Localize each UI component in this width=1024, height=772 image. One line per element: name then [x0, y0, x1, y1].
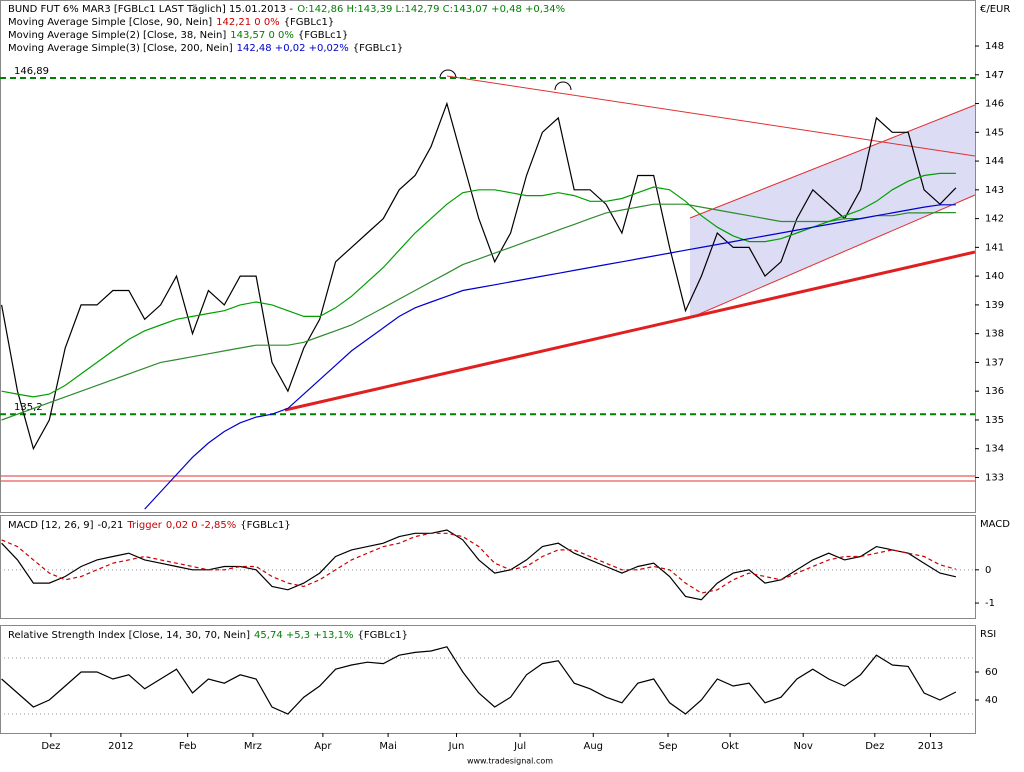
- legend-entry: MACD [12, 26, 9] -0,21 Trigger 0,02 0 -2,85…: [8, 520, 291, 531]
- legend-suffix: {FGBLc1}: [298, 30, 349, 41]
- y-tick-label: 145: [985, 127, 1004, 138]
- y-tick-label: 0: [985, 565, 991, 576]
- arc: [554, 81, 572, 91]
- x-tick-label: Apr: [314, 741, 332, 752]
- panel-frame: [0, 0, 976, 513]
- legend-value: -0,21: [97, 520, 123, 531]
- level-label: 146,89: [14, 66, 49, 77]
- x-tick-label: Sep: [659, 741, 678, 752]
- x-tick-label: Okt: [721, 741, 739, 752]
- y-tick-label: 141: [985, 242, 1004, 253]
- y-tick-label: 138: [985, 329, 1004, 340]
- legend-value: O:142,86 H:143,39 L:142,79 C:143,07 +0,4…: [297, 4, 565, 15]
- legend-name: Moving Average Simple [Close, 90, Nein]: [8, 17, 212, 28]
- series-line: [1, 646, 957, 715]
- x-tick-label: Jul: [513, 741, 526, 752]
- series-line: [1, 529, 957, 601]
- y-tick-label: 142: [985, 214, 1004, 225]
- legend-name: Relative Strength Index [Close, 14, 30, …: [8, 630, 250, 641]
- channel: [690, 105, 975, 318]
- y-tick-label: 144: [985, 156, 1004, 167]
- axis-title: RSI: [980, 629, 996, 640]
- legend-value: 142,48 +0,02 +0,02%: [237, 43, 349, 54]
- legend-entry: Moving Average Simple [Close, 90, Nein] 1…: [8, 17, 334, 28]
- x-tick-label: Mrz: [244, 741, 262, 752]
- series-line: [1, 532, 957, 594]
- x-tick-label: Jun: [448, 741, 465, 752]
- y-tick-label: 139: [985, 300, 1004, 311]
- legend-entry: Moving Average Simple(2) [Close, 38, Nei…: [8, 30, 348, 41]
- y-tick-label: 143: [985, 185, 1004, 196]
- y-tick-label: 136: [985, 386, 1004, 397]
- legend-name: BUND FUT 6% MAR3 [FGBLc1 LAST Täglich] 1…: [8, 4, 293, 15]
- y-tick-label: 60: [985, 667, 998, 678]
- legend-value: 142,21 0 0%: [216, 17, 280, 28]
- legend-entry: BUND FUT 6% MAR3 [FGBLc1 LAST Täglich] 1…: [8, 4, 565, 15]
- channel-upper: [689, 104, 976, 219]
- annotations: [0, 69, 976, 482]
- legend-name: Moving Average Simple(2) [Close, 38, Nei…: [8, 30, 226, 41]
- y-tick-label: 148: [985, 41, 1004, 52]
- level-label: 135,2: [14, 402, 43, 413]
- series-line: [1, 203, 956, 421]
- y-tick-label: 137: [985, 357, 1004, 368]
- legend-suffix: {FGBLc1}: [240, 520, 291, 531]
- x-tick-label: Feb: [179, 741, 197, 752]
- y-tick-label: 147: [985, 70, 1004, 81]
- y-tick-label: 140: [985, 271, 1004, 282]
- legend-name: Trigger: [126, 520, 162, 531]
- panel-frame: [0, 515, 976, 619]
- x-tick-label: 2012: [108, 741, 133, 752]
- y-tick-label: 40: [985, 695, 998, 706]
- arc: [439, 69, 457, 79]
- x-tick-label: Dez: [865, 741, 884, 752]
- trendline-upper: [446, 75, 976, 157]
- x-tick-label: Nov: [793, 741, 813, 752]
- series-line: [1, 172, 956, 398]
- y-tick-label: 133: [985, 472, 1004, 483]
- x-tick-label: Mai: [379, 741, 397, 752]
- axis-title: MACD: [980, 519, 1010, 530]
- legend-value: 143,57 0 0%: [230, 30, 294, 41]
- legend-value: 0,02 0 -2,85%: [166, 520, 236, 531]
- legend-suffix: {FGBLc1}: [357, 630, 408, 641]
- legend-entry: Moving Average Simple(3) [Close, 200, Ne…: [8, 43, 403, 54]
- legend-suffix: {FGBLc1}: [353, 43, 404, 54]
- panel-frame: [0, 625, 976, 734]
- legend-entry: Relative Strength Index [Close, 14, 30, …: [8, 630, 408, 641]
- y-tick-label: 135: [985, 415, 1004, 426]
- axis-title: €/EUR: [980, 4, 1010, 15]
- x-tick-label: Aug: [584, 741, 604, 752]
- series-line: [1, 101, 957, 451]
- legend-name: MACD [12, 26, 9]: [8, 520, 94, 531]
- y-tick-label: 134: [985, 444, 1004, 455]
- legend-name: Moving Average Simple(3) [Close, 200, Ne…: [8, 43, 233, 54]
- x-tick-label: 2013: [918, 741, 943, 752]
- legend-value: 45,74 +5,3 +13,1%: [254, 630, 353, 641]
- x-tick-label: Dez: [41, 741, 60, 752]
- y-tick-label: -1: [985, 598, 995, 609]
- series-line: [144, 204, 956, 510]
- y-tick-label: 146: [985, 99, 1004, 110]
- trendline-support: [284, 250, 976, 412]
- channel-lower: [689, 194, 976, 319]
- legend-suffix: {FGBLc1}: [284, 17, 335, 28]
- footer: www.tradesignal.com: [467, 757, 553, 766]
